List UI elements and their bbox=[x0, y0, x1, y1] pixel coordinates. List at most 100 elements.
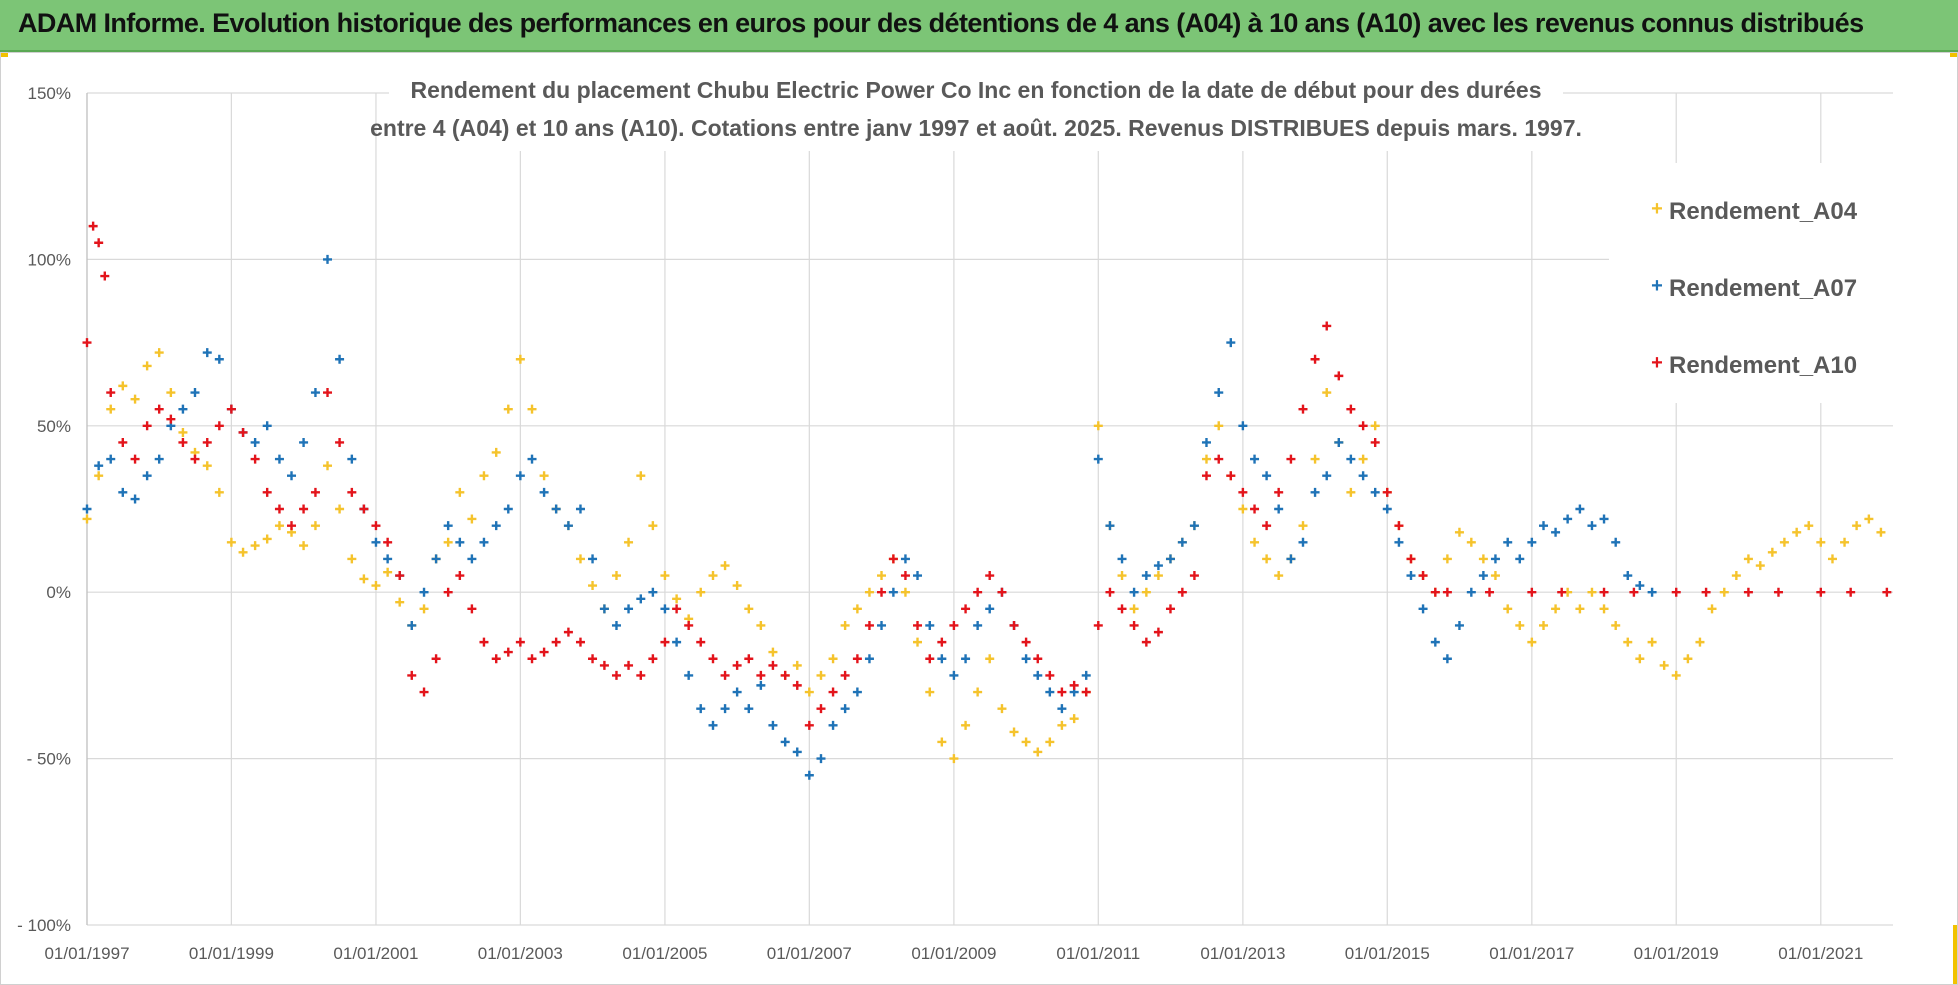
data-point bbox=[1358, 421, 1368, 431]
data-point bbox=[287, 471, 297, 481]
data-point bbox=[1238, 421, 1248, 431]
x-tick-label: 01/01/1999 bbox=[189, 944, 274, 963]
data-point bbox=[274, 454, 284, 464]
data-point bbox=[323, 461, 333, 471]
data-point bbox=[118, 487, 128, 497]
y-tick-label: - 50% bbox=[27, 750, 71, 769]
data-point bbox=[1358, 471, 1368, 481]
data-point bbox=[299, 541, 309, 551]
data-point bbox=[1599, 514, 1609, 524]
data-point bbox=[1743, 554, 1753, 564]
data-point bbox=[1021, 654, 1031, 664]
data-point bbox=[1250, 537, 1260, 547]
data-point bbox=[262, 421, 272, 431]
data-point bbox=[877, 587, 887, 597]
data-point bbox=[1743, 587, 1753, 597]
legend-marker-a10: + bbox=[1651, 352, 1663, 374]
data-point bbox=[106, 454, 116, 464]
data-point bbox=[1503, 604, 1513, 614]
data-point bbox=[467, 604, 477, 614]
data-point bbox=[1322, 471, 1332, 481]
data-point bbox=[214, 421, 224, 431]
data-point bbox=[491, 447, 501, 457]
data-point bbox=[792, 680, 802, 690]
data-point bbox=[997, 587, 1007, 597]
data-point bbox=[900, 571, 910, 581]
data-point bbox=[852, 604, 862, 614]
data-point bbox=[88, 221, 98, 231]
data-point bbox=[768, 660, 778, 670]
gridlines bbox=[86, 92, 1893, 926]
data-point bbox=[1310, 487, 1320, 497]
data-point bbox=[527, 404, 537, 414]
data-point bbox=[1485, 587, 1495, 597]
data-point bbox=[888, 554, 898, 564]
data-point bbox=[154, 454, 164, 464]
data-point bbox=[1629, 587, 1639, 597]
data-point bbox=[648, 521, 658, 531]
data-point bbox=[1647, 637, 1657, 647]
data-point bbox=[563, 521, 573, 531]
data-point bbox=[106, 388, 116, 398]
data-point bbox=[1346, 404, 1356, 414]
data-point bbox=[696, 587, 706, 597]
data-point bbox=[359, 504, 369, 514]
x-tick-label: 01/01/2019 bbox=[1634, 944, 1719, 963]
data-point bbox=[94, 238, 104, 248]
data-point bbox=[949, 620, 959, 630]
data-point bbox=[888, 587, 898, 597]
data-point bbox=[1310, 454, 1320, 464]
data-point bbox=[1201, 437, 1211, 447]
data-point bbox=[1238, 487, 1248, 497]
data-point bbox=[1346, 454, 1356, 464]
y-axis-ticks: 150% 100% 50% 0% - 50% - 100% bbox=[17, 84, 71, 935]
x-axis-ticks: 01/01/1997 01/01/1999 01/01/2001 01/01/2003… bbox=[44, 944, 1863, 963]
data-point bbox=[1773, 587, 1783, 597]
data-point bbox=[732, 660, 742, 670]
data-point bbox=[1503, 537, 1513, 547]
data-point bbox=[1262, 521, 1272, 531]
data-point bbox=[1659, 660, 1669, 670]
data-point bbox=[1189, 571, 1199, 581]
data-point bbox=[1105, 587, 1115, 597]
data-point bbox=[1882, 587, 1892, 597]
data-point bbox=[624, 537, 634, 547]
data-point bbox=[250, 437, 260, 447]
data-point bbox=[262, 534, 272, 544]
data-point bbox=[840, 670, 850, 680]
data-point bbox=[1009, 620, 1019, 630]
data-point bbox=[744, 654, 754, 664]
data-point bbox=[1731, 571, 1741, 581]
data-point bbox=[925, 654, 935, 664]
data-point bbox=[1141, 637, 1151, 647]
data-point bbox=[154, 348, 164, 358]
data-point bbox=[563, 627, 573, 637]
data-point bbox=[648, 654, 658, 664]
data-point bbox=[359, 574, 369, 584]
data-point bbox=[419, 604, 429, 614]
data-point bbox=[937, 637, 947, 647]
chart-title-line2: entre 4 (A04) et 10 ans (A10). Cotations… bbox=[370, 115, 1582, 141]
data-point bbox=[1069, 680, 1079, 690]
data-point bbox=[816, 754, 826, 764]
data-point bbox=[611, 670, 621, 680]
data-point bbox=[997, 704, 1007, 714]
data-point bbox=[443, 521, 453, 531]
data-point bbox=[1671, 670, 1681, 680]
data-point bbox=[310, 521, 320, 531]
data-point bbox=[154, 404, 164, 414]
data-point bbox=[599, 660, 609, 670]
data-point bbox=[274, 504, 284, 514]
data-point bbox=[1623, 637, 1633, 647]
data-point bbox=[1406, 571, 1416, 581]
scatter-chart: 150%100%50%0%- 50%- 100% 01/01/1997 01/01… bbox=[17, 67, 1899, 963]
data-point bbox=[1238, 504, 1248, 514]
legend-box bbox=[1609, 163, 1899, 403]
data-point bbox=[672, 594, 682, 604]
data-point bbox=[1153, 561, 1163, 571]
data-point bbox=[551, 504, 561, 514]
data-point bbox=[455, 537, 465, 547]
data-point bbox=[1081, 687, 1091, 697]
x-tick-label: 01/01/2011 bbox=[1056, 944, 1140, 963]
data-point bbox=[816, 704, 826, 714]
